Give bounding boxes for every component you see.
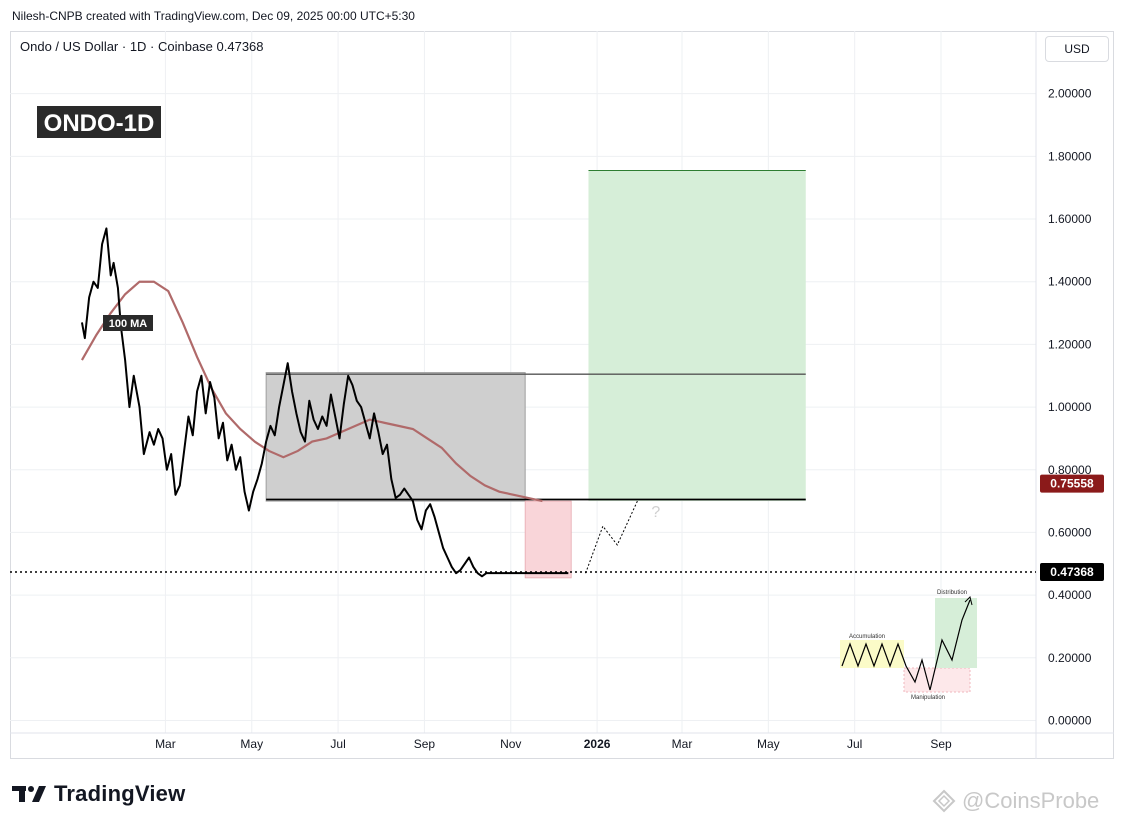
consolidation-range-box	[265, 372, 526, 502]
x-tick-label: Mar	[672, 737, 693, 751]
inset-manipulation-label: Manipulation	[911, 695, 945, 701]
y-tick-label: 1.60000	[1048, 212, 1092, 226]
y-tick-label: 0.80000	[1048, 463, 1092, 477]
x-tick-label: May	[240, 737, 263, 751]
target-green-zone	[588, 170, 806, 502]
price-tag-bg	[1040, 563, 1104, 582]
inset-distribution-box	[935, 598, 977, 668]
y-tick-label: 0.40000	[1048, 588, 1092, 602]
price-tag-bg	[1040, 474, 1104, 493]
symbol-label: ONDO-1D	[44, 110, 155, 137]
accumulation-red-zone	[524, 500, 572, 579]
tradingview-logo: TradingView	[12, 781, 185, 807]
price-tag-label: 0.47368	[1050, 565, 1094, 579]
y-tick-label: 0.60000	[1048, 525, 1092, 539]
x-tick-label: May	[757, 737, 780, 751]
x-tick-label: Jul	[330, 737, 345, 751]
price-line	[80, 227, 569, 578]
currency-button[interactable]: USD	[1045, 36, 1109, 62]
inset-accumulation-label: Accumulation	[849, 634, 885, 640]
ma-label: 100 MA	[109, 318, 148, 330]
y-tick-label: 1.80000	[1048, 149, 1092, 163]
watermark-text: @CoinsProbe	[962, 788, 1100, 813]
symbol-label-bg	[37, 106, 161, 138]
ma-100-line	[80, 280, 543, 503]
y-tick-label: 1.20000	[1048, 337, 1092, 351]
chart-title: Ondo / US Dollar · 1D · Coinbase 0.47368	[20, 39, 264, 54]
coinsprobe-icon	[932, 789, 956, 813]
axis-layer: 2.00000 1.80000 1.60000 1.40000 1.20000 1.000…	[155, 87, 1092, 751]
projection-path	[585, 500, 638, 574]
question-mark: ?	[651, 504, 660, 521]
y-tick-label: 1.40000	[1048, 275, 1092, 289]
inset-path	[841, 599, 971, 691]
chart-frame	[10, 31, 1114, 759]
tradingview-brand: TradingView	[54, 781, 186, 806]
x-tick-label: Mar	[155, 737, 176, 751]
created-by-text: Nilesh-CNPB created with TradingView.com…	[12, 9, 415, 23]
inset-arrow-icon	[964, 596, 973, 606]
y-tick-label: 1.00000	[1048, 400, 1092, 414]
y-tick-label: 2.00000	[1048, 87, 1092, 101]
tradingview-logo-icon	[12, 786, 46, 802]
watermark: @CoinsProbe	[930, 788, 1099, 814]
x-tick-label: Nov	[500, 737, 521, 751]
y-tick-label: 0.20000	[1048, 651, 1092, 665]
x-tick-label: 2026	[584, 737, 611, 751]
inset-manipulation-box	[903, 667, 971, 693]
overlay-layer: ? 0.75558 0.47368 ONDO-1D 100 MA Accumulation…	[37, 106, 1104, 701]
ma-label-bg	[103, 315, 153, 331]
y-tick-label: 0.00000	[1048, 713, 1092, 727]
price-tag-label: 0.75558	[1050, 477, 1094, 491]
x-tick-label: Sep	[414, 737, 436, 751]
inset-distribution-label: Distribution	[937, 590, 967, 596]
x-tick-label: Sep	[930, 737, 952, 751]
wyckoff-inset: Accumulation Manipulation Distribution	[840, 590, 977, 701]
zone-layer	[265, 169, 806, 579]
line-layer	[10, 227, 1036, 578]
x-tick-label: Jul	[847, 737, 862, 751]
